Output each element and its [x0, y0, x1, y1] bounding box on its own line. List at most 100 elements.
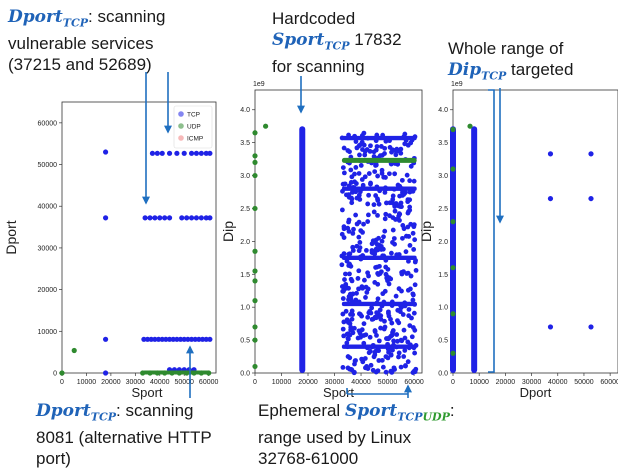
tcp-point: [345, 225, 351, 231]
y-scale-label: 1e9: [253, 81, 265, 88]
tcp-point: [207, 215, 213, 221]
tcp-point: [413, 366, 419, 372]
tcp-point: [166, 150, 173, 156]
tcp-point: [387, 213, 392, 219]
tcp-point: [403, 233, 409, 239]
tcp-point: [356, 171, 362, 176]
y-tick-label: 1.5: [240, 272, 250, 279]
axes-frame: [61, 101, 217, 374]
tcp-point: [354, 145, 360, 151]
tcp-point: [379, 357, 385, 363]
tcp-point: [372, 328, 378, 333]
tcp-point: [366, 192, 372, 198]
tcp-point: [166, 336, 173, 342]
udp-point: [252, 172, 258, 179]
tcp-point: [394, 332, 400, 337]
tcp-point: [391, 365, 397, 371]
tcp-point: [341, 251, 347, 257]
tcp-point: [342, 181, 348, 187]
tcp-point: [144, 336, 151, 342]
tcp-point: [366, 350, 372, 356]
tcp-point: [382, 228, 388, 234]
tcp-point: [382, 324, 388, 330]
y-tick-label: 20000: [38, 287, 58, 294]
tcp-point: [362, 277, 367, 283]
tcp-point: [342, 277, 347, 282]
tcp-point: [412, 282, 418, 288]
tcp-point: [356, 286, 361, 292]
tcp-point: [390, 193, 396, 199]
tcp-point: [383, 354, 389, 360]
tcp-point: [396, 286, 402, 292]
tcp-point: [588, 151, 594, 157]
tcp-point: [159, 150, 165, 156]
tcp-point: [410, 230, 416, 236]
tcp-point: [152, 336, 158, 342]
tcp-point: [395, 203, 401, 209]
tcp-point: [174, 150, 180, 156]
tcp-point: [207, 336, 213, 342]
tcp-point: [354, 221, 360, 227]
tcp-point: [349, 190, 355, 195]
tcp-point: [356, 268, 362, 274]
udp-point: [59, 370, 65, 376]
x-axis-label: Dport: [520, 385, 552, 400]
tcp-point: [408, 140, 414, 146]
udp-point: [252, 298, 258, 304]
y-tick-label: 0.0: [240, 371, 250, 378]
y-tick-label: 50000: [38, 162, 58, 169]
y-tick-label: 0.5: [240, 338, 250, 345]
udp-horizontal-band: [341, 157, 417, 163]
tcp-point: [184, 215, 190, 221]
tcp-point: [360, 147, 365, 152]
tcp-point: [396, 211, 402, 217]
tcp-vertical-band: [299, 126, 306, 373]
tcp-point: [356, 248, 362, 254]
annotation-symbol: DportTCP: [36, 401, 116, 424]
tcp-point: [349, 200, 355, 206]
tcp-point: [357, 152, 362, 158]
x-tick-label: 50000: [174, 379, 194, 386]
tcp-point: [379, 238, 385, 244]
tcp-point: [390, 240, 395, 245]
tcp-point: [343, 271, 348, 277]
x-tick-label: 0: [253, 379, 257, 386]
tcp-point: [386, 309, 391, 315]
tcp-point: [359, 327, 365, 333]
udp-point: [450, 166, 456, 172]
tcp-point: [402, 348, 408, 353]
tcp-point: [344, 340, 350, 346]
annotation-symbol: SportTCP: [272, 30, 350, 53]
tcp-point: [405, 224, 411, 230]
udp-point: [252, 324, 258, 330]
tcp-point: [357, 197, 363, 202]
tcp-point: [376, 272, 381, 277]
tcp-point: [367, 308, 373, 314]
tcp-point: [405, 339, 411, 345]
tcp-point: [368, 143, 373, 149]
y-scale-label: 1e9: [451, 81, 463, 88]
x-tick-label: 40000: [548, 379, 568, 386]
y-tick-label: 3.5: [240, 140, 250, 147]
udp-point: [263, 123, 269, 129]
tcp-point: [196, 336, 202, 342]
tcp-point: [339, 231, 345, 237]
tcp-point: [142, 215, 148, 221]
legend-label: TCP: [187, 112, 200, 119]
tcp-point: [344, 317, 350, 323]
tcp-point: [387, 145, 393, 150]
tcp-point: [349, 308, 355, 314]
y-tick-label: 1.0: [438, 305, 448, 312]
tcp-point: [391, 338, 396, 344]
tcp-point: [403, 363, 408, 368]
y-tick-label: 0: [53, 371, 57, 378]
legend-label: UDP: [187, 124, 201, 131]
tcp-point: [355, 276, 361, 281]
y-tick-label: 4.0: [438, 107, 448, 114]
tcp-point: [407, 323, 413, 329]
tcp-point: [346, 251, 352, 257]
y-tick-label: 60000: [38, 120, 58, 127]
tcp-point: [353, 358, 358, 363]
annotation-symbol: SportTCPUDP: [344, 401, 450, 424]
x-tick-label: 20000: [298, 379, 318, 386]
